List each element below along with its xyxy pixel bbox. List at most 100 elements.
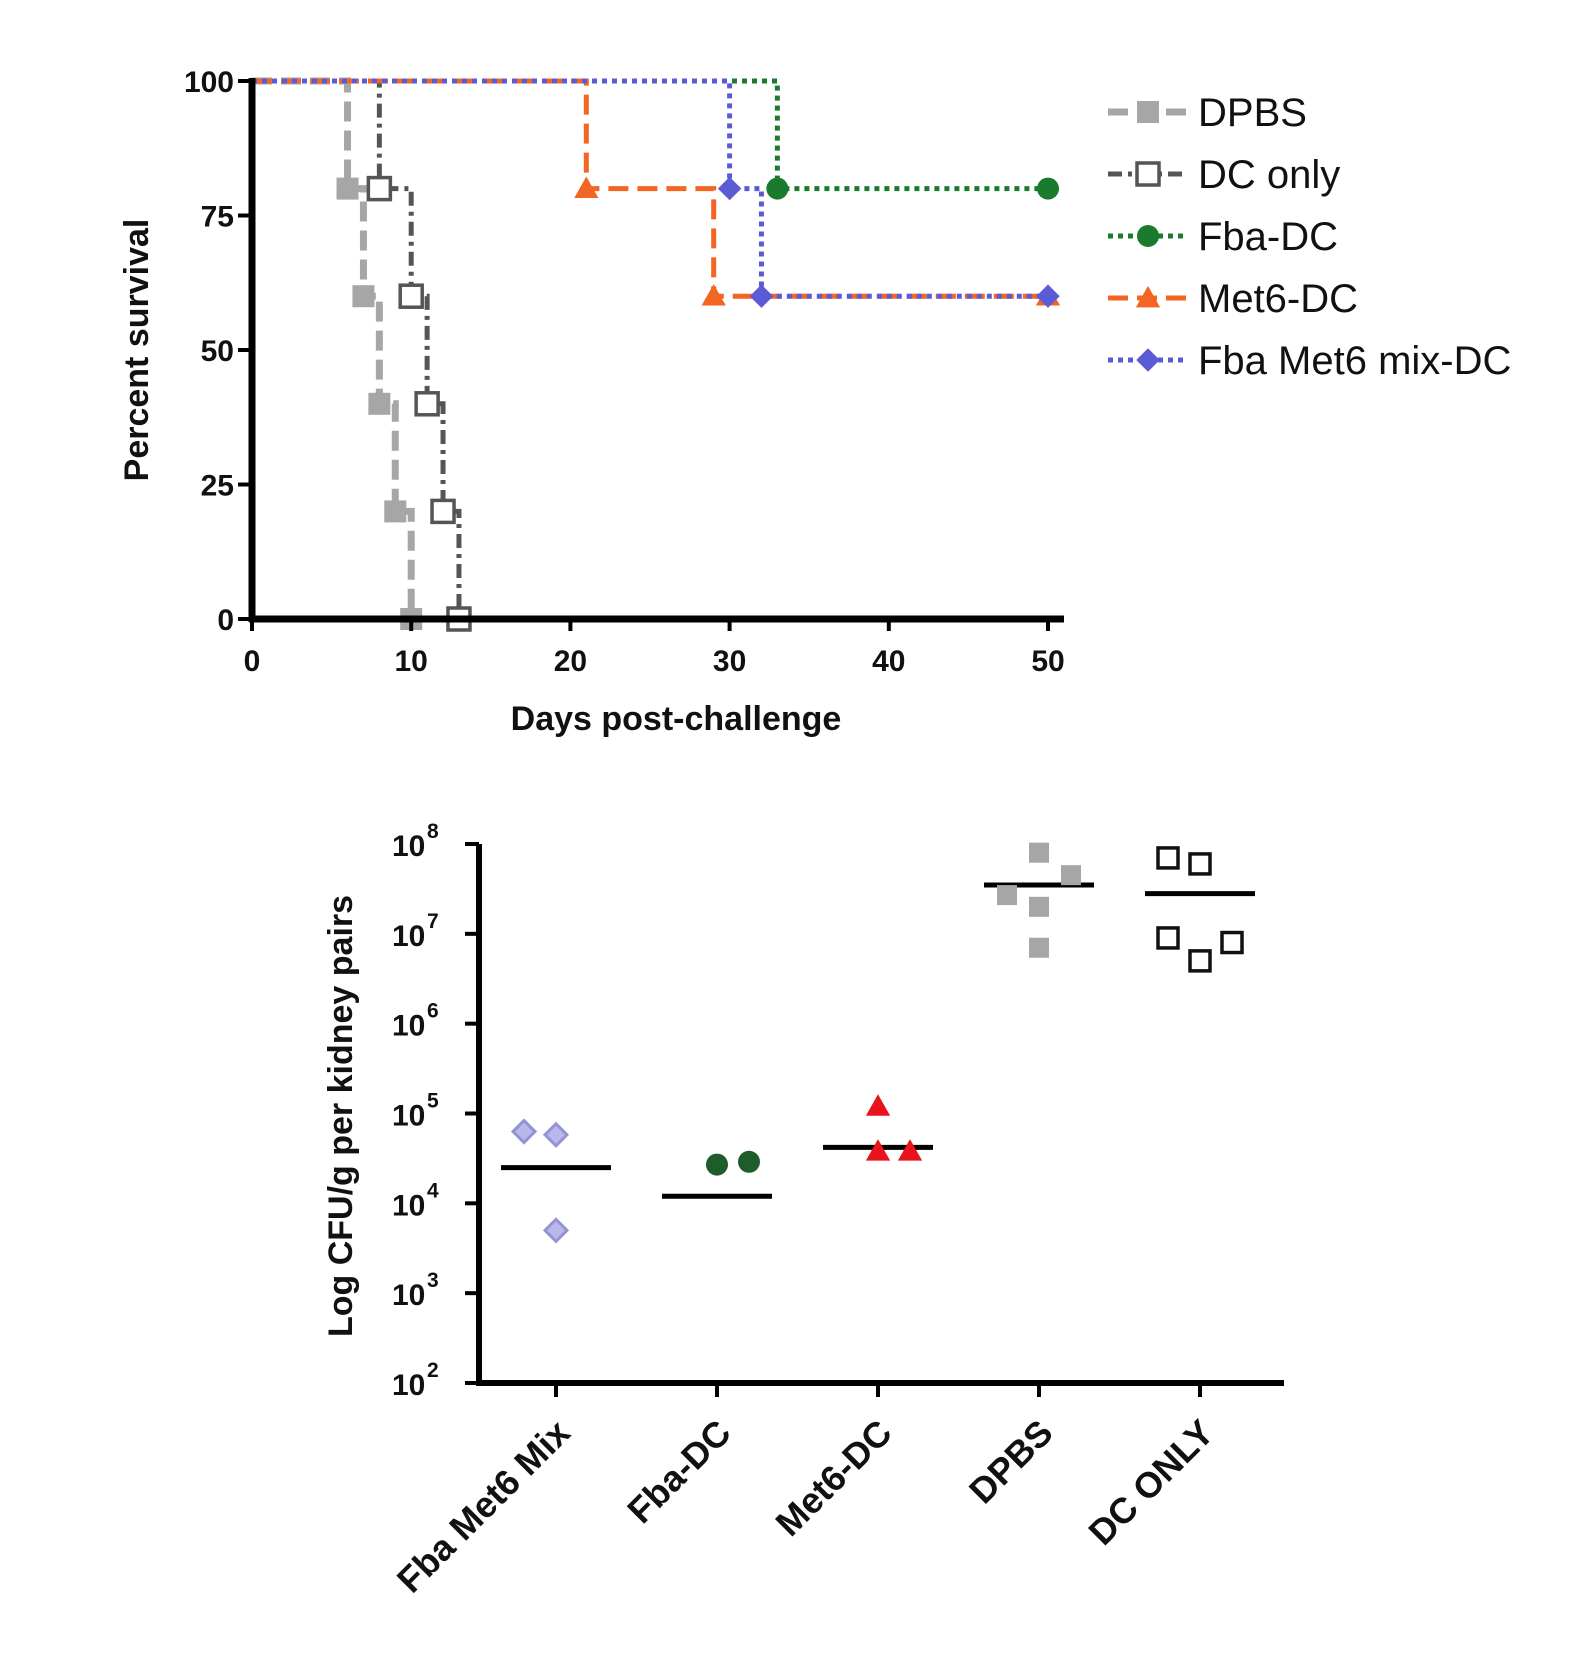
cfu-y-axis-title: Log CFU/g per kidney pairs	[322, 895, 360, 1337]
cfu-group-fba-met6-mix	[501, 1118, 611, 1244]
cfu-y-tick-exponent: 6	[427, 1000, 439, 1023]
cfu-y-tick-label: 10 4	[392, 1179, 439, 1222]
cfu-point	[1220, 930, 1244, 955]
legend-item-met6-dc: Met6-DC	[1108, 277, 1358, 321]
legend-item-fba-dc: Fba-DC	[1108, 215, 1338, 259]
survival-line-dc-only	[252, 78, 462, 619]
survival-point-fba-met6-mix-dc	[1036, 284, 1060, 308]
cfu-point	[1156, 846, 1180, 870]
legend-label: Fba Met6 mix-DC	[1198, 339, 1511, 383]
cfu-y-tick-label: 10 5	[392, 1090, 439, 1133]
cfu-category-label: Met6-DC	[767, 1412, 899, 1544]
survival-line-dpbs	[252, 77, 415, 619]
cfu-y-tick-base: 10	[392, 830, 425, 863]
survival-x-tick-label: 30	[713, 645, 746, 678]
survival-y-axis-title: Percent survival	[118, 219, 156, 482]
survival-y-tick-label: 100	[184, 66, 234, 99]
survival-y-tick-label: 75	[201, 201, 234, 234]
survival-y-tick-label: 25	[201, 470, 234, 503]
survival-point-met6-dc	[574, 176, 599, 198]
survival-point-dc-only	[398, 283, 424, 309]
survival-line-fba-dc	[252, 78, 1048, 192]
cfu-y-tick-base: 10	[392, 1100, 425, 1133]
survival-point-dpbs	[352, 285, 375, 308]
cfu-y-tick-label: 10 2	[392, 1359, 439, 1402]
cfu-point	[738, 1150, 760, 1173]
cfu-point	[865, 1094, 891, 1116]
survival-x-tick-label: 10	[395, 645, 428, 678]
survival-line-fba-met6-mix-dc	[252, 78, 1048, 299]
cfu-y-tick-exponent: 7	[427, 910, 439, 933]
cfu-y-tick-base: 10	[392, 1010, 425, 1043]
cfu-group-fba-dc	[662, 1150, 772, 1199]
cfu-category-label: Fba-DC	[619, 1412, 739, 1532]
cfu-point	[706, 1153, 728, 1176]
legend-item-dc-only: DC only	[1108, 153, 1340, 197]
cfu-y-tick-label: 10 6	[392, 1000, 439, 1043]
cfu-y-tick-base: 10	[392, 1369, 425, 1402]
legend-marker	[1135, 161, 1161, 187]
cfu-group-dc-only	[1145, 846, 1255, 973]
legend-label: Fba-DC	[1198, 215, 1338, 259]
survival-x-tick-label: 40	[872, 645, 905, 678]
survival-chart: 0 10 20 30 40 50 0 25 50 75 100 Days post-challeng…	[118, 66, 1511, 738]
cfu-point	[997, 885, 1017, 906]
cfu-category-label: Fba Met6 Mix	[389, 1412, 578, 1601]
cfu-point	[865, 1139, 891, 1161]
legend-marker	[1137, 225, 1159, 247]
cfu-y-tick-exponent: 2	[427, 1359, 439, 1382]
cfu-point	[510, 1118, 538, 1145]
survival-point-dc-only	[414, 391, 440, 417]
cfu-y-tick-base: 10	[392, 1279, 425, 1312]
legend-label: DC only	[1198, 153, 1340, 197]
legend-label: Met6-DC	[1198, 277, 1358, 321]
legend-marker	[1137, 101, 1159, 123]
survival-point-met6-dc	[701, 284, 726, 306]
cfu-point	[542, 1121, 570, 1148]
survival-x-tick-label: 0	[244, 645, 261, 678]
legend-item-fba-met6-mix-dc: Fba Met6 mix-DC	[1108, 339, 1511, 383]
legend-marker	[1136, 348, 1160, 372]
cfu-group-met6-dc	[823, 1094, 933, 1161]
survival-x-axis-title: Days post-challenge	[511, 700, 842, 738]
cfu-y-tick-exponent: 5	[427, 1090, 439, 1113]
survival-point-dc-only	[430, 498, 456, 525]
cfu-y-tick-exponent: 4	[427, 1179, 439, 1202]
survival-point-dpbs	[368, 392, 391, 415]
legend-marker	[1135, 285, 1161, 308]
cfu-point	[1156, 926, 1180, 950]
cfu-y-tick-label: 10 7	[392, 910, 439, 953]
legend-label: DPBS	[1198, 91, 1307, 135]
cfu-category-label: DC ONLY	[1080, 1412, 1221, 1553]
survival-x-tick-label: 50	[1031, 645, 1064, 678]
cfu-y-tick-exponent: 3	[427, 1269, 439, 1292]
survival-series-layer	[252, 77, 1061, 632]
cfu-point	[897, 1139, 923, 1161]
survival-point-fba-dc	[1037, 177, 1059, 200]
survival-y-tick-label: 50	[201, 335, 234, 368]
cfu-y-tick-label: 10 8	[392, 820, 439, 863]
cfu-y-tick-exponent: 8	[427, 820, 439, 843]
cfu-point	[542, 1217, 570, 1244]
survival-ticks: 0 10 20 30 40 50 0 25 50 75 100	[184, 66, 1065, 678]
survival-y-tick-label: 0	[217, 604, 234, 637]
cfu-group-dpbs	[984, 842, 1094, 958]
survival-point-fba-met6-mix-dc	[717, 176, 742, 201]
cfu-point	[1029, 896, 1049, 917]
cfu-y-tick-base: 10	[392, 1189, 425, 1222]
cfu-point	[1061, 865, 1081, 886]
survival-legend: DPBS DC only Fba-DC Met6-DC Fba Met6 mix-DC	[1108, 91, 1511, 383]
cfu-point	[1029, 842, 1049, 863]
cfu-category-label: DPBS	[961, 1412, 1061, 1512]
cfu-y-tick-label: 10 3	[392, 1269, 439, 1312]
cfu-point	[1188, 852, 1212, 876]
survival-point-fba-dc	[766, 177, 789, 200]
cfu-y-tick-base: 10	[392, 920, 425, 953]
survival-x-tick-label: 20	[554, 645, 587, 678]
cfu-point	[1029, 937, 1049, 958]
survival-point-dc-only	[366, 175, 393, 202]
survival-point-dpbs	[384, 500, 407, 523]
